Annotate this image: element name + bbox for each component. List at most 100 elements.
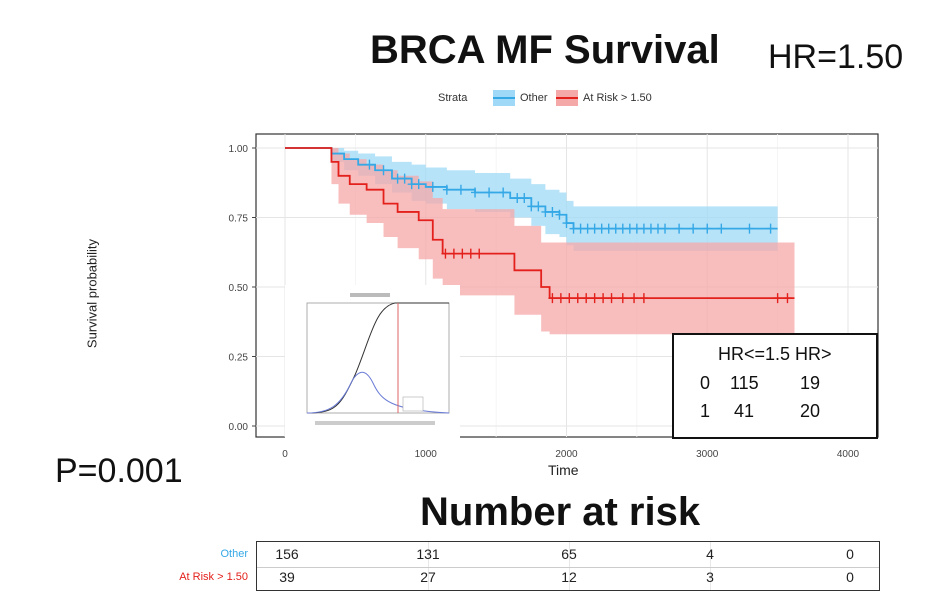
censor-mark-at-risk — [548, 293, 557, 304]
censor-mark-other — [597, 223, 606, 234]
legend-label-other: Other — [520, 92, 548, 104]
hr-label: HR=1.50 — [768, 38, 904, 76]
censor-mark-other — [471, 187, 480, 198]
censor-mark-at-risk — [630, 293, 639, 304]
censor-mark-other — [717, 223, 726, 234]
censor-mark-at-risk — [639, 293, 648, 304]
censor-mark-at-risk — [582, 293, 591, 304]
x-tick-label: 2000 — [555, 449, 578, 460]
censor-mark-other — [576, 223, 585, 234]
hr-cell: 115 — [730, 373, 759, 393]
censor-mark-other — [442, 184, 451, 195]
legend-label-at-risk: At Risk > 1.50 — [583, 92, 652, 104]
censor-mark-other — [689, 223, 698, 234]
inset-plot — [285, 285, 460, 445]
censor-mark-at-risk — [773, 293, 782, 304]
censor-mark-other — [646, 223, 655, 234]
hr-row-label: 1 — [700, 401, 711, 421]
p-value: P=0.001 — [55, 452, 183, 490]
x-tick-label: 1000 — [415, 449, 438, 460]
y-tick-label: 0.50 — [229, 283, 249, 294]
censor-mark-other — [520, 193, 529, 204]
censor-mark-other — [583, 223, 592, 234]
censor-mark-other — [590, 223, 599, 234]
censor-mark-other — [499, 187, 508, 198]
censor-mark-at-risk — [466, 248, 475, 259]
censor-mark-other — [745, 223, 754, 234]
risk-gridline — [428, 542, 429, 590]
legend-line-other — [493, 97, 515, 99]
hr-cell: 20 — [800, 401, 821, 421]
risk-label-other: Other — [220, 548, 248, 560]
censor-mark-other — [400, 173, 409, 184]
censor-mark-other — [625, 223, 634, 234]
censor-mark-at-risk — [441, 248, 450, 259]
risk-cell: 39 — [279, 569, 295, 585]
chart-title: BRCA MF Survival — [370, 28, 720, 72]
risk-row-divider — [257, 567, 879, 568]
censor-mark-other — [611, 223, 620, 234]
censor-mark-other — [661, 223, 670, 234]
censor-mark-other — [653, 223, 662, 234]
censor-mark-other — [407, 179, 416, 190]
censor-mark-other — [639, 223, 648, 234]
censor-mark-other — [393, 173, 402, 184]
censor-mark-at-risk — [458, 248, 467, 259]
censor-mark-other — [555, 209, 564, 220]
x-tick-label: 0 — [282, 449, 288, 460]
risk-cell: 0 — [846, 546, 854, 562]
censor-mark-other — [569, 223, 578, 234]
y-tick-label: 0.25 — [229, 353, 249, 364]
x-axis-label: Time — [548, 462, 579, 478]
censor-mark-other — [365, 159, 374, 170]
y-tick-label: 1.00 — [229, 144, 249, 155]
censor-mark-other — [414, 179, 423, 190]
risk-cell: 65 — [561, 546, 577, 562]
censor-mark-other — [618, 223, 627, 234]
risk-table: 156 131 65 4 0 39 27 12 3 0 — [256, 541, 880, 591]
risk-cell: 3 — [706, 569, 714, 585]
censor-mark-other — [766, 223, 775, 234]
censor-mark-other — [428, 181, 437, 192]
censor-mark-other — [562, 218, 571, 229]
x-tick-label: 4000 — [837, 449, 860, 460]
censor-mark-at-risk — [590, 293, 599, 304]
censor-mark-other — [541, 206, 550, 217]
censor-mark-other — [604, 223, 613, 234]
censor-mark-other — [632, 223, 641, 234]
censor-mark-at-risk — [607, 293, 616, 304]
censor-mark-at-risk — [618, 293, 627, 304]
risk-cell: 4 — [706, 546, 714, 562]
censor-mark-other — [379, 165, 388, 176]
censor-mark-other — [675, 223, 684, 234]
censor-mark-other — [703, 223, 712, 234]
censor-mark-other — [513, 193, 522, 204]
censor-mark-at-risk — [783, 293, 792, 304]
hr-cell: 41 — [734, 401, 755, 421]
censor-mark-other — [485, 187, 494, 198]
inset-plot-graphic — [306, 293, 450, 425]
legend-title: Strata — [438, 92, 468, 104]
risk-cell: 131 — [416, 546, 440, 562]
hr-cell: 19 — [800, 373, 821, 393]
censor-mark-at-risk — [556, 293, 565, 304]
hr-table-header: HR<=1.5 HR> — [718, 344, 832, 364]
hr-table: HR<=1.5 HR> 0 115 19 1 41 20 — [672, 333, 878, 439]
risk-gridline — [569, 542, 570, 590]
censor-mark-at-risk — [565, 293, 574, 304]
censor-mark-other — [534, 201, 543, 212]
risk-table-title: Number at risk — [420, 490, 701, 534]
censor-mark-other — [527, 201, 536, 212]
survival-line-at-risk — [285, 147, 795, 300]
legend-line-at-risk — [556, 97, 578, 99]
censor-mark-other — [456, 184, 465, 195]
censor-mark-at-risk — [599, 293, 608, 304]
censor-mark-other — [548, 206, 557, 217]
risk-cell: 27 — [420, 569, 436, 585]
censor-mark-at-risk — [449, 248, 458, 259]
hr-row-label: 0 — [700, 373, 711, 393]
ci-band-at-risk — [285, 148, 795, 335]
risk-gridline — [710, 542, 711, 590]
risk-label-at-risk: At Risk > 1.50 — [179, 571, 248, 583]
risk-cell: 12 — [561, 569, 577, 585]
